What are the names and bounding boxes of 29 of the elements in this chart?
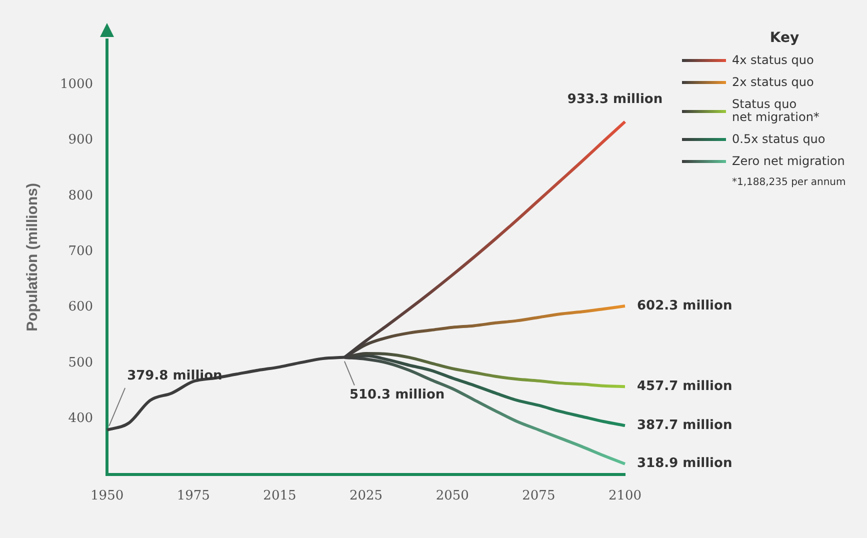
- x-tick-label: 2050: [436, 488, 469, 504]
- data-label: 933.3 million: [567, 92, 663, 108]
- data-label: 379.8 million: [127, 368, 222, 384]
- y-tick-label: 900: [68, 132, 94, 148]
- legend-label: 0.5x status quo: [732, 132, 826, 146]
- legend-label: 2x status quo: [732, 75, 814, 89]
- y-tick-label: 800: [68, 188, 94, 204]
- legend-title: Key: [768, 30, 800, 46]
- y-tick-label: 500: [68, 355, 94, 370]
- data-label: 457.7 million: [637, 378, 732, 394]
- data-label: 510.3 million: [349, 388, 445, 403]
- x-tick-label: 2100: [608, 488, 642, 504]
- x-tick-label: 1950: [90, 488, 124, 504]
- x-tick-label: 2015: [263, 488, 296, 504]
- legend-label: Status quo net migration*: [732, 97, 820, 124]
- y-tick-label: 700: [68, 244, 94, 260]
- x-tick-label: 2025: [349, 488, 383, 504]
- legend-label: 4x status quo: [732, 53, 814, 67]
- legend-label: Zero net migration: [732, 154, 845, 168]
- data-label: 387.7 million: [637, 418, 732, 433]
- text: *1,188,235 per annum: [732, 177, 847, 188]
- y-axis-title: Population (millions): [24, 183, 42, 332]
- data-label: 602.3 million: [637, 298, 732, 314]
- data-label: 318.9 million: [637, 456, 732, 472]
- x-tick-label: 1975: [176, 488, 210, 504]
- y-tick-label: 1000: [60, 76, 94, 92]
- y-tick-label: 600: [68, 300, 94, 315]
- x-tick-label: 2075: [522, 488, 556, 504]
- y-tick-label: 400: [68, 411, 94, 426]
